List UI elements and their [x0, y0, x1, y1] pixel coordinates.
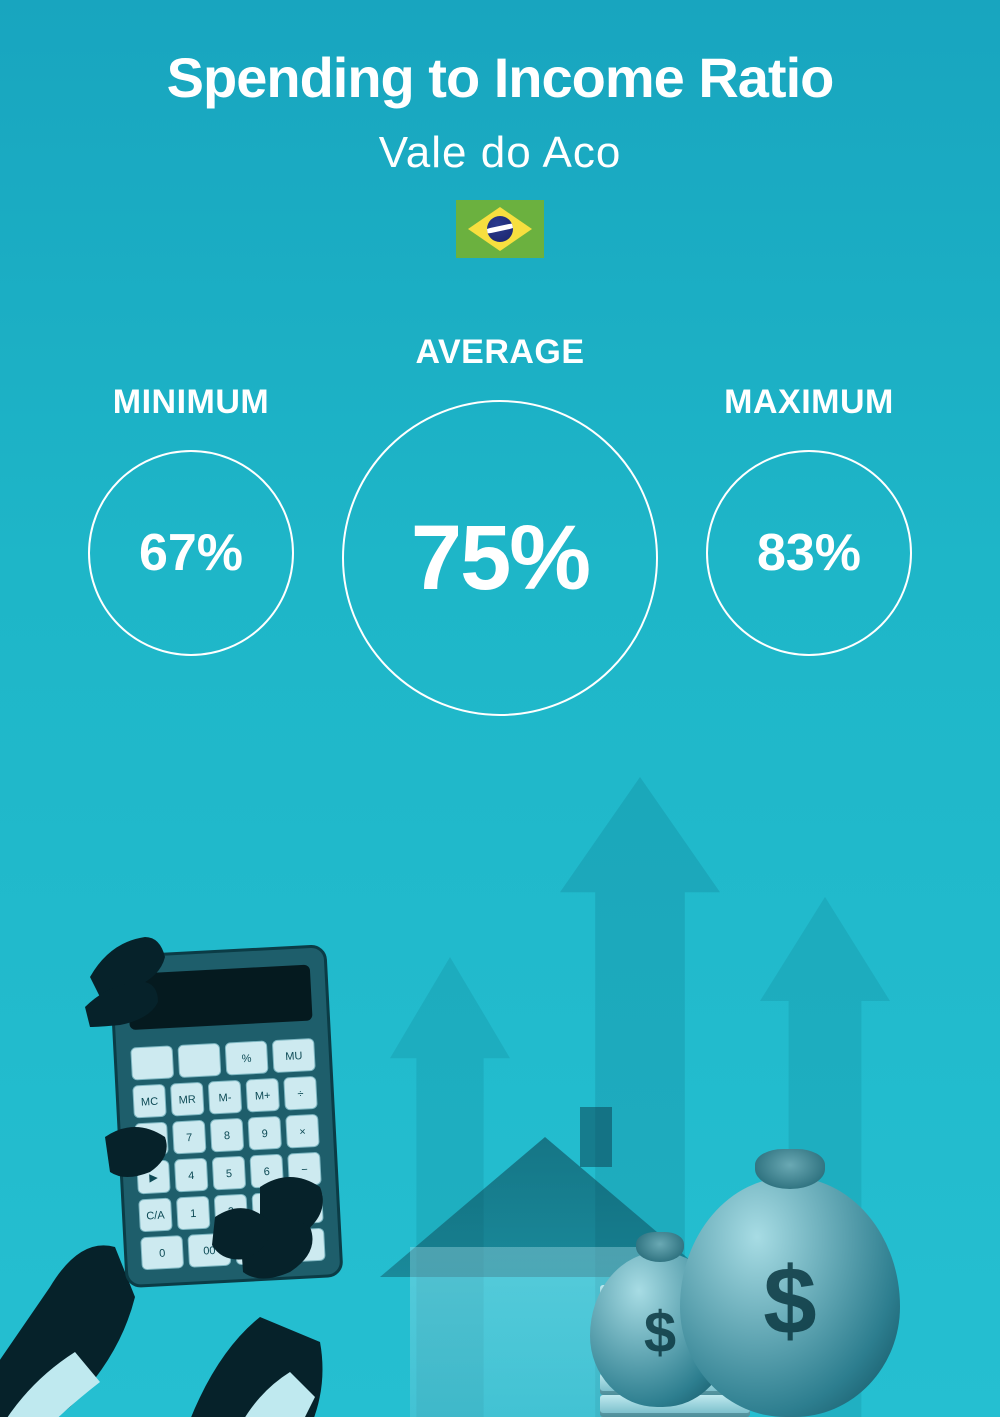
svg-text:M+: M+	[255, 1090, 271, 1103]
svg-text:5: 5	[226, 1168, 233, 1180]
svg-text:MR: MR	[178, 1094, 196, 1107]
stats-row: MINIMUM 67% AVERAGE 75% MAXIMUM 83%	[0, 333, 1000, 716]
stat-maximum-label: MAXIMUM	[724, 383, 894, 422]
svg-text:÷: ÷	[297, 1088, 304, 1100]
stat-minimum-label: MINIMUM	[113, 383, 269, 422]
svg-text:M-: M-	[218, 1092, 232, 1105]
svg-text:6: 6	[263, 1166, 270, 1178]
page-title: Spending to Income Ratio	[0, 45, 1000, 110]
svg-text:MU: MU	[285, 1050, 303, 1063]
stat-maximum: MAXIMUM 83%	[706, 383, 912, 656]
svg-text:4: 4	[188, 1170, 195, 1182]
svg-text:8: 8	[224, 1130, 231, 1142]
svg-text:−: −	[301, 1164, 308, 1176]
stat-average-value: 75%	[342, 400, 658, 716]
svg-text:1: 1	[190, 1208, 197, 1220]
stat-minimum: MINIMUM 67%	[88, 383, 294, 656]
stat-average: AVERAGE 75%	[342, 333, 658, 716]
page-subtitle: Vale do Aco	[0, 128, 1000, 178]
stat-minimum-value: 67%	[88, 450, 294, 656]
money-bag-icon: $	[680, 1177, 900, 1417]
svg-text:7: 7	[186, 1132, 193, 1144]
svg-text:%: %	[241, 1053, 252, 1066]
brazil-flag-icon	[456, 200, 544, 258]
svg-text:▶: ▶	[149, 1172, 159, 1184]
svg-text:9: 9	[261, 1128, 268, 1140]
content: Spending to Income Ratio Vale do Aco MIN…	[0, 0, 1000, 716]
svg-text:MC: MC	[141, 1096, 159, 1109]
stat-average-label: AVERAGE	[415, 333, 584, 372]
svg-text:0: 0	[159, 1248, 166, 1260]
hands-calculator-icon: %MUMCMRM-M+÷+/-789×▶456−C/A123+000.=	[0, 887, 440, 1417]
svg-text:×: ×	[299, 1126, 306, 1138]
svg-text:C/A: C/A	[146, 1209, 166, 1222]
stat-maximum-value: 83%	[706, 450, 912, 656]
